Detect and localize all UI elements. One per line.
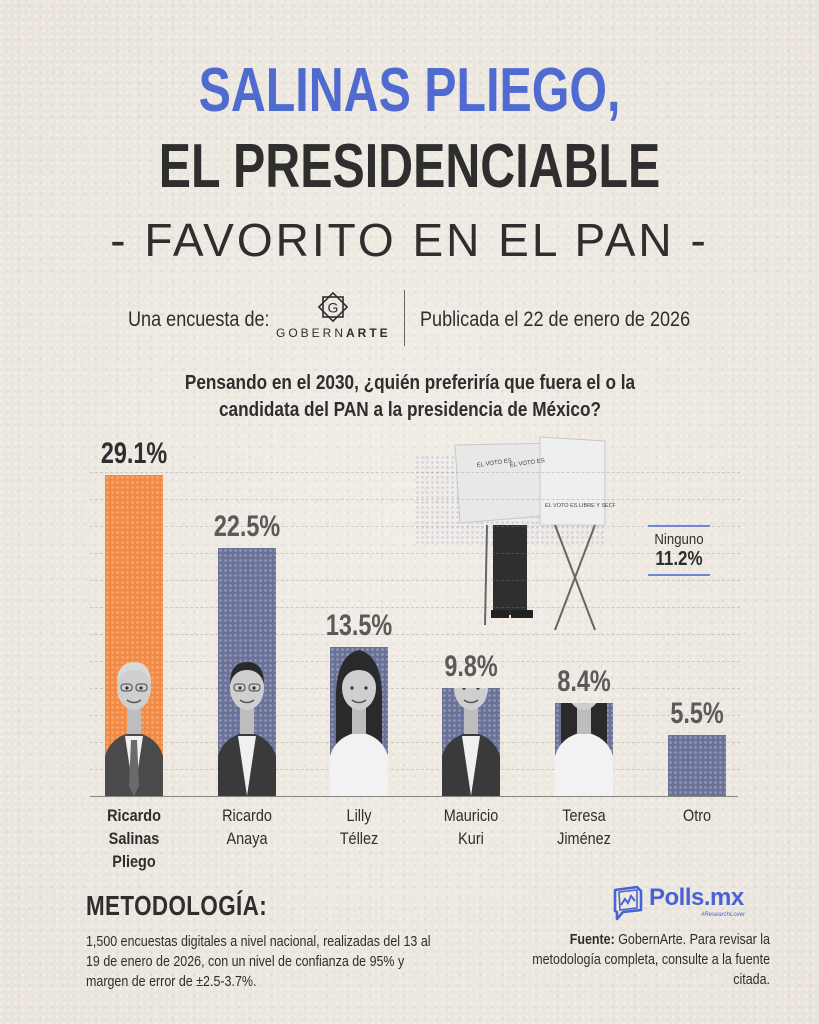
category-label: Mauricio Kuri	[420, 804, 522, 850]
category-label-line: Mauricio	[443, 806, 499, 825]
annotation-rule-bottom	[648, 574, 710, 576]
value-label: 22.5%	[213, 509, 281, 543]
bar-otro	[668, 735, 726, 796]
category-label: Otro	[646, 804, 748, 827]
decorative-dash-right: -	[690, 214, 709, 266]
category-label-line: Jiménez	[557, 829, 611, 848]
category-label: Ricardo Salinas Pliego	[83, 804, 185, 873]
ninguno-annotation: Ninguno 11.2%	[648, 525, 710, 576]
gridline	[90, 688, 740, 689]
value-label: 29.1%	[100, 437, 168, 471]
decorative-dash-left: -	[110, 214, 129, 266]
gridline	[90, 499, 740, 500]
voting-booth-icon: EL VOTO ES EL VOTO ES EL VOTO ES LIBRE Y…	[415, 436, 615, 631]
bar-teresa-jimenez	[555, 703, 613, 796]
gridline	[90, 580, 740, 581]
value-label: 13.5%	[325, 609, 393, 643]
chart-window-icon	[613, 885, 643, 921]
methodology-title: METODOLOGÍA:	[86, 890, 268, 921]
svg-text:G: G	[328, 300, 339, 316]
gridline	[90, 715, 740, 716]
booth-text-3: EL VOTO ES LIBRE Y SECRETO	[545, 503, 615, 509]
category-label-line: Ricardo	[222, 806, 272, 825]
booth-leg	[554, 524, 596, 631]
gridline	[90, 526, 740, 527]
gridline	[90, 742, 740, 743]
booth-panel-right	[539, 436, 606, 526]
category-label-line: Teresa	[562, 806, 606, 825]
candidate-photo	[218, 661, 276, 796]
category-label-line: Anaya	[226, 829, 268, 848]
candidate-photo	[555, 703, 613, 796]
methodology-text: 1,500 encuestas digitales a nivel nacion…	[86, 934, 431, 990]
gridline	[90, 553, 740, 554]
survey-by-label: Una encuesta de:	[128, 308, 270, 331]
voter-shoe-left	[491, 610, 509, 618]
gobernarte-logo: G GOBERNARTE	[276, 290, 388, 346]
published-date: Publicada el 22 de enero de 2026	[420, 308, 691, 331]
candidate-photo	[442, 687, 500, 796]
wordmark-bold: ARTE	[346, 326, 391, 340]
voter-legs	[493, 525, 527, 615]
source-label: Fuente:	[569, 932, 615, 948]
category-label-line: Pliego	[112, 852, 156, 871]
candidate-photo	[105, 661, 163, 796]
x-axis-baseline	[90, 796, 738, 797]
category-label: Ricardo Anaya	[196, 804, 298, 850]
ninguno-label: Ninguno	[654, 531, 704, 548]
value-label: 8.4%	[557, 665, 611, 699]
value-label: 5.5%	[670, 697, 724, 731]
source-text: GobernArte. Para revisar la metodología …	[532, 932, 770, 988]
bar-mauricio-kuri	[442, 687, 500, 796]
category-label: Lilly Téllez	[308, 804, 410, 850]
vertical-divider	[404, 290, 405, 346]
headline-line-3: - FAVORITO EN EL PAN -	[0, 212, 819, 268]
gobernarte-wordmark: GOBERNARTE	[276, 326, 388, 340]
polls-mx-logo: Polls.mx #ResearchLover	[611, 882, 771, 928]
polls-mx-tagline: #ResearchLover	[701, 912, 746, 918]
gridline	[90, 661, 740, 662]
category-label-line: Kuri	[458, 829, 484, 848]
category-label-line: Salinas	[108, 829, 160, 848]
category-label-line: Ricardo	[107, 806, 161, 825]
voter-shoe-right	[511, 610, 533, 618]
polls-mx-name: Polls.mx	[649, 884, 744, 911]
booth-leg	[484, 524, 488, 626]
survey-question: Pensando en el 2030, ¿quién preferiría q…	[184, 372, 636, 421]
wordmark-light: GOBERN	[276, 326, 347, 340]
ninguno-value: 11.2%	[655, 548, 703, 570]
headline-line-1: SALINAS PLIEGO,	[198, 56, 621, 125]
bar-ricardo-salinas-pliego	[105, 475, 163, 796]
category-label-line: Lilly	[346, 806, 372, 825]
bar-ricardo-anaya	[218, 547, 276, 796]
bar-lilly-tellez	[330, 647, 388, 796]
category-label-line: Otro	[682, 806, 712, 825]
gridline	[90, 472, 740, 473]
diamond-g-icon: G	[317, 291, 349, 323]
headline-line-2: EL PRESIDENCIABLE	[158, 132, 661, 201]
headline-subtitle: FAVORITO EN EL PAN	[144, 214, 675, 266]
candidate-photo	[330, 649, 388, 796]
gridline	[90, 607, 740, 608]
booth-text-2: EL VOTO ES	[509, 458, 545, 469]
annotation-rule-top	[648, 525, 710, 527]
booth-text-1: EL VOTO ES	[476, 458, 512, 469]
gridline	[90, 769, 740, 770]
gridline	[90, 634, 740, 635]
category-label-line: Téllez	[339, 829, 379, 848]
value-label: 9.8%	[444, 649, 498, 683]
bar-chart: 29.1% Ricardo Salinas Pliego 22.5% Ricardo Ana…	[0, 430, 819, 890]
category-label: Teresa Jiménez	[533, 804, 635, 850]
source-note: Fuente: GobernArte. Para revisar la meto…	[512, 930, 770, 990]
